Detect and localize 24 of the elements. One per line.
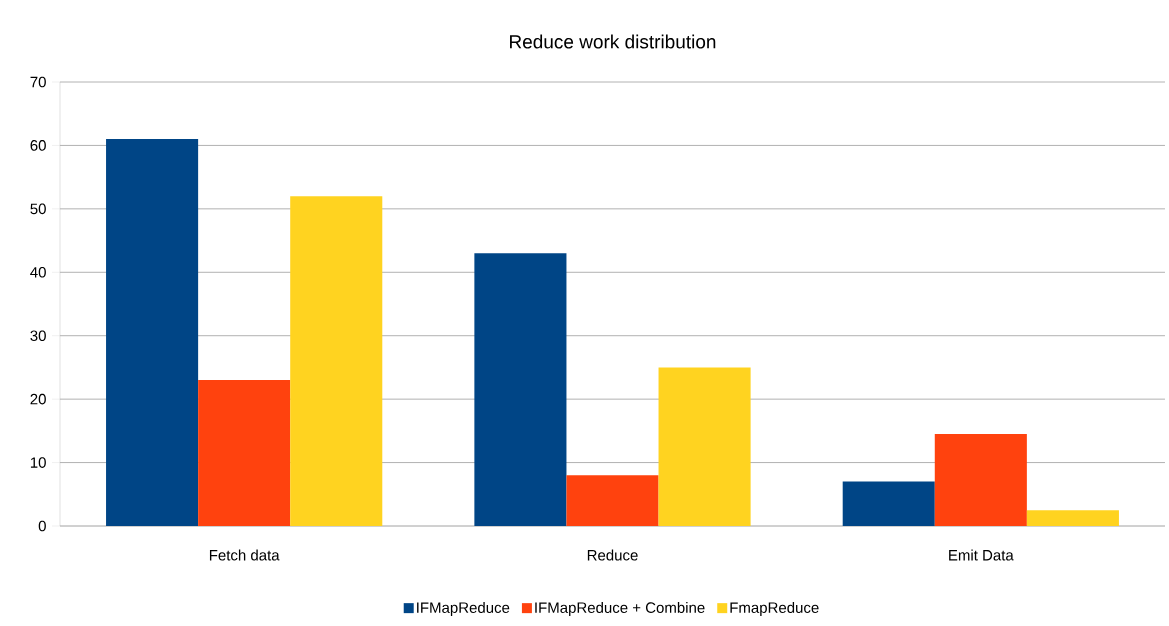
legend-label: FmapReduce — [730, 601, 819, 616]
y-tick-label: 0 — [38, 520, 46, 532]
y-tick-label: 50 — [30, 203, 46, 215]
bar — [474, 253, 567, 526]
y-tick-label: 30 — [30, 330, 46, 342]
bar — [566, 475, 659, 526]
bar — [658, 367, 751, 526]
bar — [934, 434, 1027, 526]
x-tick-label: Reduce — [587, 549, 638, 561]
y-tick-label: 40 — [30, 266, 46, 278]
bar — [290, 196, 383, 526]
legend-label: IFMapReduce + Combine — [535, 601, 705, 616]
x-tick-label: Fetch data — [209, 549, 280, 561]
x-tick-label: Emit Data — [949, 549, 1014, 561]
bar — [106, 139, 199, 526]
y-tick-label: 10 — [30, 457, 46, 468]
legend-label: IFMapReduce — [417, 601, 510, 616]
bar — [842, 481, 935, 526]
bar — [1026, 510, 1119, 526]
chart-title: Reduce work distribution — [510, 34, 716, 49]
bar — [198, 380, 291, 526]
y-tick-label: 60 — [30, 140, 46, 151]
y-tick-label: 70 — [30, 76, 46, 88]
y-tick-label: 20 — [30, 393, 46, 405]
